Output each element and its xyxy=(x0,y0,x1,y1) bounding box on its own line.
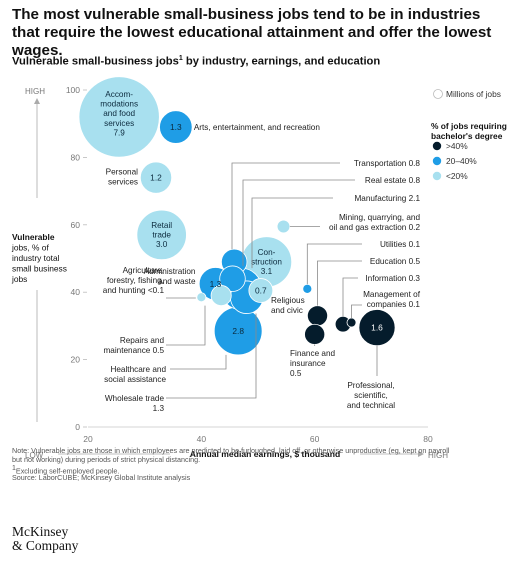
bubble-label-information: Information 0.3 xyxy=(365,274,420,283)
bubble-value-religious: 0.7 xyxy=(255,286,267,296)
y-arrow-up-head xyxy=(34,98,40,104)
x-arrow-right-head xyxy=(418,451,424,457)
bubble-label-arts: Arts, entertainment, and recreation xyxy=(194,123,321,132)
bubble-value-healthcare: 2.8 xyxy=(232,326,244,336)
size-legend-label: Millions of jobs xyxy=(446,89,501,99)
footnote-source: Source: LaborCUBE; McKinsey Global Insti… xyxy=(12,473,191,482)
y-tick-label: 60 xyxy=(71,220,81,230)
color-legend-label-light: <20% xyxy=(446,171,468,181)
x-tick-label: 20 xyxy=(83,434,93,444)
color-legend-dot-mid xyxy=(432,156,442,166)
bubble-value-personal: 1.2 xyxy=(150,173,162,183)
bubble-label-retail: Retail trade 3.0 xyxy=(151,221,172,249)
bubble-label-mining: Mining, quarrying, and oil and gas extrac… xyxy=(329,213,420,232)
leader-information xyxy=(342,277,358,317)
x-axis-label: Annual median earnings, $ thousand xyxy=(190,449,340,459)
footnote-note: Note: Vulnerable jobs are those in which… xyxy=(12,446,450,464)
bubble-arts-entertainment-and-recreation xyxy=(159,110,193,144)
chart-subtitle: Vulnerable small-business jobs1 by indus… xyxy=(12,55,380,68)
bubble-retail-trade xyxy=(136,209,187,261)
mckinsey-logo: McKinsey & Company xyxy=(12,525,78,553)
leader-real-estate xyxy=(242,179,355,266)
footnote-1-text: Excluding self-employed people. xyxy=(15,466,120,476)
color-legend-label-mid: 20–40% xyxy=(446,156,477,166)
bubble-mining-quarrying-and-oil-and-gas-extraction xyxy=(276,219,291,234)
leader-education xyxy=(317,260,362,306)
bubble-real-estate xyxy=(219,265,246,292)
color-legend-dot-dark xyxy=(432,141,442,151)
color-legend-dot-light xyxy=(432,171,442,181)
bubble-value-arts: 1.3 xyxy=(170,122,182,132)
leader-repairs xyxy=(166,305,206,346)
bubble-label-real-estate: Real estate 0.8 xyxy=(365,176,421,185)
bubble-agriculture-forestry-fishing-and-hunting xyxy=(196,292,207,303)
bubble-label-construction: Con-struction 3.1 xyxy=(251,248,282,276)
bubble-label-wholesale: Wholesale trade 1.3 xyxy=(105,394,165,413)
bubble-label-healthcare: Healthcare and social assistance xyxy=(104,365,166,384)
subtitle-text: Vulnerable small-business jobs xyxy=(12,55,179,68)
footnote-1: 1Excluding self-employed people. xyxy=(12,464,119,475)
leader-healthcare xyxy=(170,354,227,370)
footnote-1-marker: 1 xyxy=(12,465,16,472)
y-tick-label: 20 xyxy=(71,355,81,365)
logo-line-1: McKinsey xyxy=(12,524,69,539)
x-tick-label: 60 xyxy=(310,434,320,444)
leader-manufacturing xyxy=(251,197,333,269)
logo-line-2: & Company xyxy=(12,538,79,553)
bubble-label-religious: Religious and civic xyxy=(271,296,305,315)
bubble-utilities xyxy=(302,283,313,294)
bubble-label-repairs: Repairs and maintenance 0.5 xyxy=(103,336,164,355)
bubble-value-professional: 1.6 xyxy=(371,323,383,333)
bubble-personal-services xyxy=(139,161,173,194)
x-tick-label: 40 xyxy=(197,434,207,444)
leader-wholesale xyxy=(166,313,257,399)
bubble-label-management: Management of companies 0.1 xyxy=(363,290,421,309)
bubble-label-professional: Professional, scientific, and technical xyxy=(347,381,395,410)
x-high-label: HIGH xyxy=(428,451,448,460)
x-tick-label: 80 xyxy=(423,434,433,444)
bubble-label-utilities: Utilities 0.1 xyxy=(380,240,420,249)
bubble-value-administration: 1.3 xyxy=(210,279,222,289)
color-legend-title: % of jobs requiring bachelor's degree xyxy=(431,121,507,141)
leader-transportation xyxy=(231,162,340,250)
bubble-repairs-and-maintenance xyxy=(210,285,232,307)
bubble-accom-modations-and-food-services xyxy=(78,76,160,158)
color-legend-label-dark: >40% xyxy=(446,141,468,151)
size-legend-circle xyxy=(433,89,443,99)
y-high-label: HIGH xyxy=(25,87,45,96)
bubble-label-finance: Finance and insurance 0.5 xyxy=(290,349,336,378)
bubble-label-personal: Personal services xyxy=(106,168,138,187)
bubble-label-accommodations: Accom-modations and food services 7.9 xyxy=(100,90,138,137)
y-tick-label: 80 xyxy=(71,152,81,162)
bubble-management-of-companies xyxy=(346,317,357,328)
x-low-label: LOW xyxy=(25,451,44,460)
bubble-label-manufacturing: Manufacturing 2.1 xyxy=(354,194,420,203)
leader-utilities xyxy=(306,243,362,285)
subtitle-text-rest: by industry, earnings, and education xyxy=(182,55,381,68)
bubble-label-transportation: Transportation 0.8 xyxy=(354,159,421,168)
y-tick-label: 0 xyxy=(75,422,80,432)
bubble-education xyxy=(306,305,329,327)
bubble-finance-and-insurance xyxy=(304,323,326,345)
bubble-label-administration: Administration and waste xyxy=(144,267,196,286)
page-title: The most vulnerable small-business jobs … xyxy=(12,6,492,59)
bubble-label-education: Education 0.5 xyxy=(370,257,421,266)
y-tick-label: 100 xyxy=(66,85,80,95)
bubble-religious-and-civic xyxy=(248,278,274,303)
leader-management xyxy=(351,304,362,319)
y-tick-label: 40 xyxy=(71,287,81,297)
bubble-label-agriculture: Agriculture, forestry, fishing, and huntin… xyxy=(103,266,165,295)
y-axis-label: Vulnerable jobs, % of industry total small … xyxy=(11,232,67,284)
subtitle-footnote-marker: 1 xyxy=(178,55,183,62)
